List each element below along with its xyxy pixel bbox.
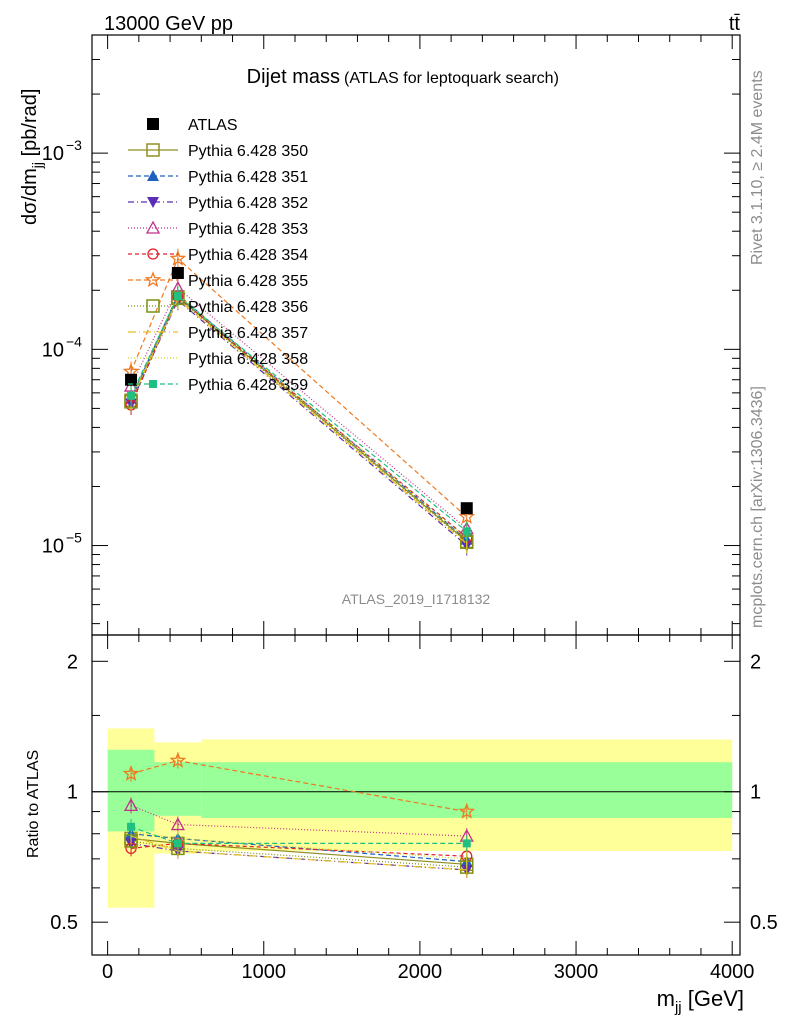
legend-marker: [147, 197, 159, 208]
data-point: [462, 527, 471, 536]
y-axis-label: dσ/dmjj [pb/rad]: [19, 89, 45, 225]
ratio-y-tick-label-right: 2: [750, 651, 761, 673]
chart-title: Dijet mass: [247, 66, 340, 88]
ratio-plot-area: 0 1000 2000 3000 4000 0.5 0.5 1 1 2 2: [50, 634, 778, 983]
ratio-point: [462, 839, 471, 848]
legend-label: ATLAS: [188, 117, 238, 134]
x-axis-label: mjj [GeV]: [657, 986, 744, 1016]
y-tick-exponent: −4: [66, 333, 82, 349]
y-tick-label: 10: [42, 536, 64, 558]
ratio-series-line: [130, 830, 467, 860]
rivet-label: Rivet 3.1.10, ≥ 2.4M events: [749, 70, 766, 265]
legend-marker: [149, 380, 157, 388]
ratio-point: [122, 764, 140, 781]
legend-marker: [147, 118, 159, 130]
legend-label: Pythia 6.428 358: [188, 351, 308, 368]
y-tick-exponent: −5: [66, 530, 82, 546]
x-tick-label: 4000: [710, 961, 755, 983]
uncertainty-band-green: [107, 749, 155, 832]
legend-marker: [146, 299, 160, 313]
ratio-y-axis-label: Ratio to ATLAS: [25, 750, 42, 858]
legend-label: Pythia 6.428 354: [188, 247, 308, 264]
legend: ATLAS Pythia 6.428 350 Pythia 6.428 351 Pyt…: [128, 117, 308, 394]
ratio-series-line: [130, 842, 467, 871]
legend-label: Pythia 6.428 359: [188, 377, 308, 394]
ratio-point: [170, 817, 185, 831]
x-tick-label: 3000: [554, 961, 599, 983]
legend-marker: [147, 248, 159, 260]
legend-label: Pythia 6.428 350: [188, 143, 308, 160]
uncertainty-band-green: [154, 762, 202, 816]
legend-marker: [144, 271, 162, 288]
ratio-y-tick-label-right: 0.5: [750, 912, 778, 934]
ratio-point: [123, 798, 139, 812]
ratio-point: [173, 839, 182, 848]
reference-point: [460, 502, 473, 515]
legend-label: Pythia 6.428 351: [188, 169, 308, 186]
analysis-label: ATLAS_2019_I1718132: [342, 591, 491, 607]
ratio-series-line: [130, 840, 467, 868]
process-label: tt̄: [729, 13, 741, 35]
data-point: [458, 508, 476, 524]
legend-marker: [145, 220, 161, 234]
ratio-point: [127, 822, 136, 831]
data-point: [169, 249, 187, 266]
main-plot-area: 10−510−410−3: [42, 34, 741, 955]
reference-point: [171, 266, 184, 279]
legend-label: Pythia 6.428 355: [188, 273, 308, 290]
legend-marker: [146, 143, 160, 157]
x-tick-label: 2000: [398, 961, 443, 983]
legend-label: Pythia 6.428 356: [188, 299, 308, 316]
x-tick-label: 0: [102, 961, 113, 983]
ratio-frame: [91, 634, 741, 956]
legend-label: Pythia 6.428 353: [188, 221, 308, 238]
data-point: [173, 291, 182, 300]
y-tick-label: 10: [42, 339, 64, 361]
ratio-point: [169, 751, 187, 768]
legend-marker: [147, 170, 159, 181]
reference-point: [125, 373, 138, 386]
chart-subtitle: (ATLAS for leptoquark search): [344, 70, 559, 87]
y-tick-exponent: −3: [66, 137, 82, 153]
x-tick-label: 1000: [242, 961, 287, 983]
y-tick-label: 10: [42, 143, 64, 165]
legend-label: Pythia 6.428 357: [188, 325, 308, 342]
ratio-series-line: [130, 833, 467, 863]
ratio-y-tick-label: 0.5: [50, 912, 78, 934]
ratio-series-line: [130, 804, 467, 837]
ratio-y-tick-label: 1: [67, 782, 78, 804]
ratio-point: [458, 802, 476, 819]
energy-label: 13000 GeV pp: [104, 13, 233, 35]
data-point: [127, 391, 136, 400]
series-line: [130, 295, 468, 532]
mcplots-label: mcplots.cern.ch [arXiv:1306.3436]: [749, 386, 766, 628]
ratio-y-tick-label: 2: [67, 651, 78, 673]
legend-label: Pythia 6.428 352: [188, 195, 308, 212]
ratio-y-tick-label-right: 1: [750, 782, 761, 804]
